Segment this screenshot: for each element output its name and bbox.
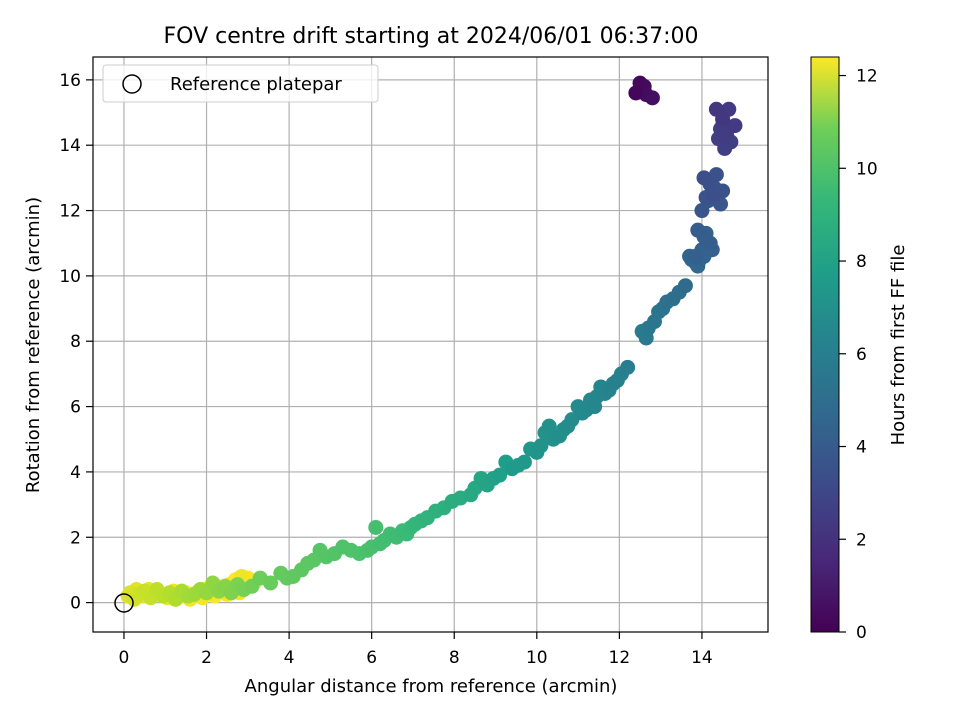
x-axis-label: Angular distance from reference (arcmin) — [245, 676, 618, 697]
x-tick-label: 8 — [449, 648, 460, 668]
scatter-point — [677, 278, 693, 294]
colorbar-tick-label: 6 — [856, 345, 867, 365]
scatter-point — [696, 170, 712, 186]
legend-marker — [122, 74, 142, 94]
reference-point — [114, 593, 134, 613]
y-tick-label: 6 — [70, 398, 81, 418]
scatter-point — [688, 248, 704, 264]
x-tick-label: 4 — [284, 648, 295, 668]
y-tick-label: 0 — [70, 594, 81, 614]
x-tick-label: 0 — [119, 648, 130, 668]
scatter-point — [541, 418, 557, 434]
scatter-point — [516, 454, 532, 470]
y-tick-label: 16 — [59, 71, 81, 91]
x-tick-label: 6 — [366, 648, 377, 668]
colorbar-ticks: 0 2 4 6 8 10 12 — [839, 67, 878, 643]
colorbar-label: Hours from first FF file — [888, 245, 909, 446]
x-tick-label: 2 — [201, 648, 212, 668]
grid — [93, 57, 768, 632]
y-tick-label: 14 — [59, 136, 81, 156]
scatter-point — [620, 359, 636, 375]
scatter-point — [690, 222, 706, 238]
scatter-point — [368, 519, 384, 535]
y-tick-label: 12 — [59, 202, 81, 222]
scatter-point — [694, 203, 710, 219]
x-axis-ticks: 0 2 4 6 8 10 12 14 — [119, 632, 713, 668]
colorbar — [810, 56, 840, 633]
scatter-point — [706, 186, 722, 202]
colorbar-tick-label: 0 — [856, 623, 867, 643]
scatter-point — [492, 467, 508, 483]
chart-title: FOV centre drift starting at 2024/06/01 … — [164, 24, 699, 49]
x-tick-label: 12 — [609, 648, 631, 668]
x-tick-label: 14 — [691, 648, 713, 668]
y-axis-ticks: 0 2 4 6 8 10 12 14 16 — [59, 71, 93, 614]
y-tick-label: 8 — [70, 332, 81, 352]
legend-box — [102, 64, 379, 103]
plot-frame — [92, 56, 769, 633]
colorbar-tick-label: 4 — [856, 438, 867, 458]
y-axis-label: Rotation from reference (arcmin) — [23, 197, 44, 493]
colorbar-tick-label: 2 — [856, 530, 867, 550]
colorbar-tick-label: 10 — [856, 159, 878, 179]
y-tick-label: 2 — [70, 528, 81, 548]
x-tick-label: 10 — [526, 648, 548, 668]
scatter-point — [708, 101, 724, 117]
y-tick-label: 4 — [70, 463, 81, 483]
scatter-point — [628, 85, 644, 101]
scatter-point — [263, 575, 279, 591]
scatter-point — [727, 118, 743, 134]
legend-entry-reference: Reference platepar — [170, 74, 342, 95]
scatter-point — [533, 438, 549, 454]
y-tick-label: 10 — [59, 267, 81, 287]
legend: Reference platepar — [102, 64, 379, 103]
scatter-points — [120, 75, 743, 607]
colorbar-tick-label: 8 — [856, 252, 867, 272]
colorbar-tick-label: 12 — [856, 67, 878, 87]
